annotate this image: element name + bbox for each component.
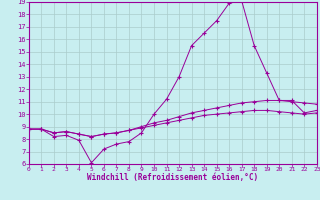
X-axis label: Windchill (Refroidissement éolien,°C): Windchill (Refroidissement éolien,°C)	[87, 173, 258, 182]
